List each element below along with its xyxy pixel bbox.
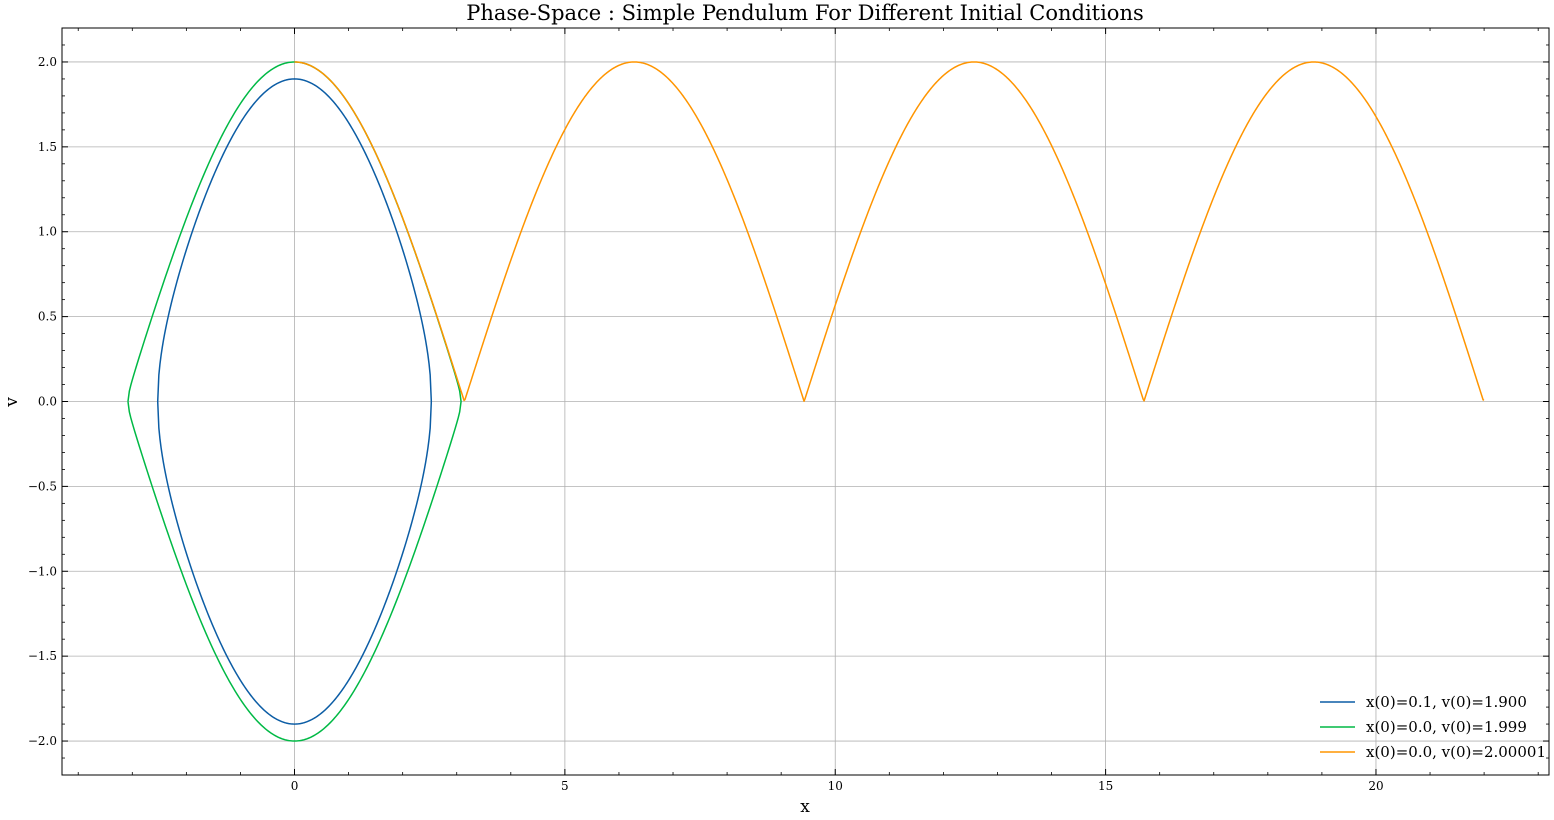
grid <box>62 28 1549 775</box>
x-axis-label: x <box>800 797 810 817</box>
y-tick-label: 2.0 <box>38 55 57 69</box>
x-tick-label: 15 <box>1098 779 1113 793</box>
y-tick-label: −2.0 <box>28 734 57 748</box>
ticks: 0 5 10 15 20 −2.0 −1.5 −1.0 −0.5 0.0 0.5 1.0 1.5 2.0 <box>28 27 1549 793</box>
y-tick-label: −0.5 <box>28 479 57 493</box>
series-line-3 <box>294 61 1485 402</box>
x-tick-label: 5 <box>561 779 569 793</box>
y-tick-label: 1.0 <box>38 225 57 239</box>
y-tick-label: −1.0 <box>28 564 57 578</box>
y-tick-label: −1.5 <box>28 649 57 663</box>
legend: x(0)=0.1, v(0)=1.900 x(0)=0.0, v(0)=1.999… <box>1320 693 1546 761</box>
x-tick-label: 20 <box>1368 779 1383 793</box>
y-tick-label: 0.5 <box>38 310 57 324</box>
legend-label-3: x(0)=0.0, v(0)=2.00001 <box>1366 743 1546 761</box>
chart-title: Phase-Space : Simple Pendulum For Differ… <box>466 1 1144 25</box>
y-axis-label: v <box>2 397 22 408</box>
x-tick-label: 10 <box>828 779 843 793</box>
y-tick-label: 1.5 <box>38 140 57 154</box>
legend-label-1: x(0)=0.1, v(0)=1.900 <box>1366 693 1527 711</box>
y-tick-label: 0.0 <box>38 395 57 409</box>
legend-label-2: x(0)=0.0, v(0)=1.999 <box>1366 718 1527 736</box>
series-line-2 <box>127 61 462 742</box>
series-line-1 <box>156 78 433 725</box>
series-lines <box>127 61 1485 742</box>
x-tick-label: 0 <box>291 779 299 793</box>
